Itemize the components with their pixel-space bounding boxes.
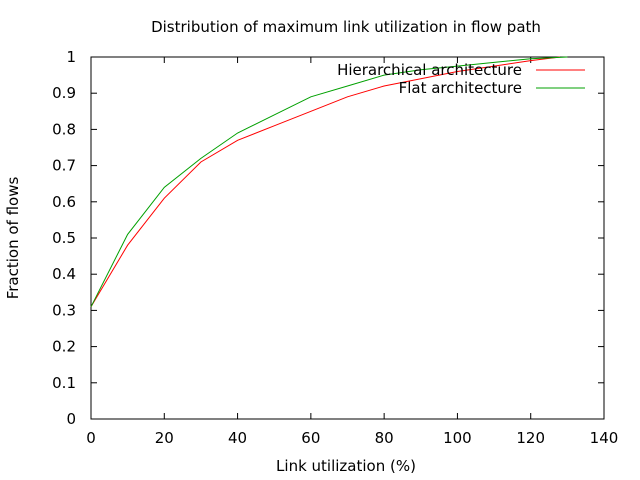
y-tick-label: 0.9 [52,84,76,102]
series-line-1 [90,56,561,308]
y-tick-label: 0.3 [52,301,76,319]
x-tick-label: 0 [86,429,96,447]
x-tick-label: 80 [375,429,394,447]
y-tick-label: 0 [66,410,76,428]
y-tick-label: 0.1 [52,374,76,392]
y-tick-label: 1 [66,48,76,66]
y-tick-label: 0.6 [52,193,76,211]
x-tick-label: 120 [516,429,545,447]
axis-ticks: 0 20 40 60 80 100 120 140 0 0.1 0.2 0.3 0.4 0.5 0.6 0.7… [52,48,618,447]
legend-label: Hierarchical architecture [337,61,522,79]
y-axis-label: Fraction of flows [4,177,22,300]
y-tick-label: 0.7 [52,157,76,175]
x-tick-label: 20 [155,429,174,447]
y-tick-label: 0.8 [52,120,76,138]
x-tick-label: 140 [590,429,619,447]
x-tick-label: 60 [301,429,320,447]
x-tick-label: 100 [443,429,472,447]
x-axis-label: Link utilization (%) [276,457,416,475]
chart-title: Distribution of maximum link utilization… [151,18,541,36]
legend-label: Flat architecture [399,79,522,97]
y-tick-label: 0.2 [52,338,76,356]
plot-frame [90,56,605,420]
y-tick-label: 0.4 [52,265,76,283]
series-lines [90,56,568,308]
x-tick-label: 40 [228,429,247,447]
y-tick-label: 0.5 [52,229,76,247]
series-line-2 [90,56,568,308]
